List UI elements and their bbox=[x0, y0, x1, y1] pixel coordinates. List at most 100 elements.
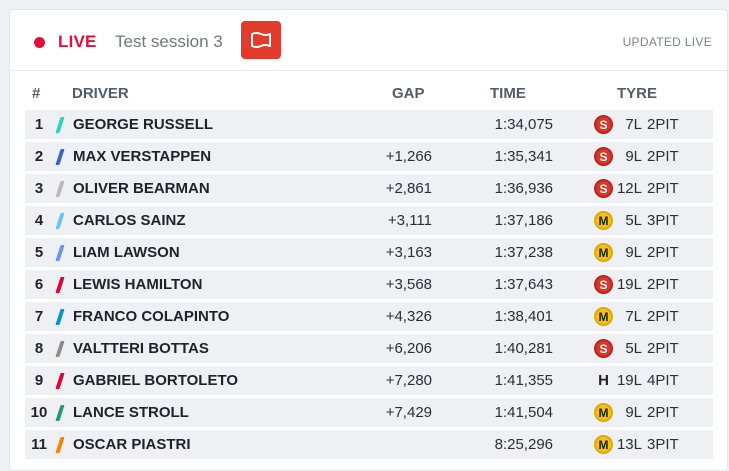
pit-count: 2PIT bbox=[647, 180, 679, 197]
pit-count: 2PIT bbox=[647, 340, 679, 357]
table-row[interactable]: 3 OLIVER BEARMAN +2,861 1:36,936 S 12L 2PIT bbox=[25, 174, 713, 203]
driver-name: FRANCO COLAPINTO bbox=[73, 308, 230, 325]
driver-name: LANCE STROLL bbox=[73, 404, 189, 421]
table-header: # DRIVER GAP TIME TYRE bbox=[10, 82, 727, 106]
driver-name: CARLOS SAINZ bbox=[73, 212, 186, 229]
driver-name: OSCAR PIASTRI bbox=[73, 436, 191, 453]
pit-count: 2PIT bbox=[647, 116, 679, 133]
team-color-bar bbox=[55, 149, 65, 165]
position-number: 1 bbox=[34, 116, 44, 133]
gap-value: +1,266 bbox=[385, 148, 432, 165]
lap-time: 8:25,296 bbox=[494, 436, 553, 453]
pit-count: 2PIT bbox=[647, 148, 679, 165]
live-label: LIVE bbox=[58, 32, 97, 51]
tyre-laps: 5L bbox=[625, 212, 642, 229]
position-number: 5 bbox=[34, 244, 44, 261]
position-number: 11 bbox=[31, 436, 47, 453]
lap-time: 1:41,504 bbox=[494, 404, 553, 421]
table-row[interactable]: 10 LANCE STROLL +7,429 1:41,504 M 9L 2PIT bbox=[25, 398, 713, 427]
tyre-compound-icon: M bbox=[594, 211, 613, 230]
position-number: 7 bbox=[34, 308, 44, 325]
table-row[interactable]: 11 OSCAR PIASTRI 8:25,296 M 13L 3PIT bbox=[25, 430, 713, 459]
tyre-laps: 9L bbox=[625, 404, 642, 421]
table-row[interactable]: 9 GABRIEL BORTOLETO +7,280 1:41,355 H 19L 4PIT bbox=[25, 366, 713, 395]
tyre-laps: 12L bbox=[616, 180, 642, 197]
tyre-laps: 13L bbox=[616, 436, 642, 453]
position-number: 6 bbox=[34, 276, 44, 293]
lap-time: 1:37,643 bbox=[494, 276, 553, 293]
team-color-bar bbox=[55, 181, 65, 197]
lap-time: 1:38,401 bbox=[494, 308, 553, 325]
pit-count: 2PIT bbox=[647, 308, 679, 325]
driver-name: LEWIS HAMILTON bbox=[73, 276, 203, 293]
position-number: 9 bbox=[34, 372, 44, 389]
column-header-time[interactable]: TIME bbox=[490, 85, 526, 102]
position-number: 8 bbox=[34, 340, 44, 357]
session-title: Test session 3 bbox=[115, 32, 223, 51]
tyre-compound-icon: S bbox=[594, 147, 613, 166]
gap-value: +3,568 bbox=[385, 276, 432, 293]
pit-count: 2PIT bbox=[647, 404, 679, 421]
tyre-compound-icon: M bbox=[594, 243, 613, 262]
lap-time: 1:35,341 bbox=[494, 148, 553, 165]
tyre-laps: 19L bbox=[616, 276, 642, 293]
tyre-laps: 7L bbox=[625, 308, 642, 325]
pit-count: 3PIT bbox=[647, 436, 679, 453]
tyre-compound-icon: S bbox=[594, 339, 613, 358]
tyre-compound-icon: H bbox=[598, 372, 609, 389]
gap-value: +6,206 bbox=[385, 340, 432, 357]
team-color-bar bbox=[55, 373, 65, 389]
team-color-bar bbox=[55, 245, 65, 261]
team-color-bar bbox=[55, 341, 65, 357]
lap-time: 1:37,238 bbox=[494, 244, 553, 261]
driver-name: OLIVER BEARMAN bbox=[73, 180, 210, 197]
lap-time: 1:34,075 bbox=[494, 116, 553, 133]
column-header-gap[interactable]: GAP bbox=[392, 85, 425, 102]
table-row[interactable]: 4 CARLOS SAINZ +3,111 1:37,186 M 5L 3PIT bbox=[25, 206, 713, 235]
driver-name: GEORGE RUSSELL bbox=[73, 116, 214, 133]
column-header-driver[interactable]: DRIVER bbox=[72, 85, 129, 102]
position-number: 3 bbox=[34, 180, 44, 197]
lap-time: 1:41,355 bbox=[494, 372, 553, 389]
gap-value: +2,861 bbox=[385, 180, 432, 197]
table-row[interactable]: 8 VALTTERI BOTTAS +6,206 1:40,281 S 5L 2PIT bbox=[25, 334, 713, 363]
driver-name: LIAM LAWSON bbox=[73, 244, 180, 261]
lap-time: 1:37,186 bbox=[494, 212, 553, 229]
team-color-bar bbox=[55, 405, 65, 421]
column-header-tyre[interactable]: TYRE bbox=[617, 85, 658, 102]
updated-status: UPDATED LIVE bbox=[622, 35, 712, 49]
timing-header: LIVE Test session 3 UPDATED LIVE bbox=[10, 10, 727, 71]
team-color-bar bbox=[55, 213, 65, 229]
team-color-bar bbox=[55, 437, 65, 453]
pit-count: 2PIT bbox=[647, 276, 679, 293]
position-number: 4 bbox=[34, 212, 44, 229]
timing-card: LIVE Test session 3 UPDATED LIVE # DRIVE… bbox=[9, 9, 728, 471]
gap-value: +7,429 bbox=[385, 404, 432, 421]
position-number: 10 bbox=[30, 404, 48, 421]
pit-count: 2PIT bbox=[647, 244, 679, 261]
tyre-compound-icon: M bbox=[594, 403, 613, 422]
live-indicator-icon bbox=[34, 37, 45, 48]
column-header-position[interactable]: # bbox=[32, 85, 41, 102]
flag-icon bbox=[251, 32, 271, 48]
table-row[interactable]: 2 MAX VERSTAPPEN +1,266 1:35,341 S 9L 2PIT bbox=[25, 142, 713, 171]
pit-count: 4PIT bbox=[647, 372, 679, 389]
pit-count: 3PIT bbox=[647, 212, 679, 229]
driver-name: VALTTERI BOTTAS bbox=[73, 340, 209, 357]
table-row[interactable]: 5 LIAM LAWSON +3,163 1:37,238 M 9L 2PIT bbox=[25, 238, 713, 267]
lap-time: 1:36,936 bbox=[494, 180, 553, 197]
flag-button[interactable] bbox=[241, 21, 281, 59]
table-row[interactable]: 7 FRANCO COLAPINTO +4,326 1:38,401 M 7L 2PIT bbox=[25, 302, 713, 331]
gap-value: +4,326 bbox=[385, 308, 432, 325]
team-color-bar bbox=[55, 277, 65, 293]
table-row[interactable]: 1 GEORGE RUSSELL 1:34,075 S 7L 2PIT bbox=[25, 110, 713, 139]
team-color-bar bbox=[55, 117, 65, 133]
tyre-compound-icon: S bbox=[594, 115, 613, 134]
table-row[interactable]: 6 LEWIS HAMILTON +3,568 1:37,643 S 19L 2PIT bbox=[25, 270, 713, 299]
gap-value: +3,163 bbox=[385, 244, 432, 261]
tyre-compound-icon: M bbox=[594, 435, 613, 454]
tyre-compound-icon: M bbox=[594, 307, 613, 326]
driver-name: MAX VERSTAPPEN bbox=[73, 148, 212, 165]
gap-value: +7,280 bbox=[385, 372, 432, 389]
lap-time: 1:40,281 bbox=[494, 340, 553, 357]
